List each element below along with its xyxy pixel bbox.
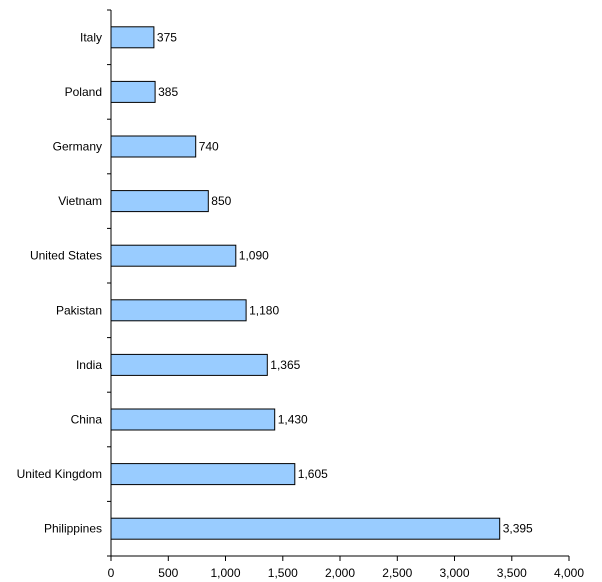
category-label: China xyxy=(71,413,103,427)
category-labels: Italy Poland Germany Vietnam United States Pa… xyxy=(17,30,103,535)
x-axis-ticks: 0 500 1,000 1,500 2,000 2,500 3,000 3,500 4,000 xyxy=(108,556,584,580)
x-tick-label: 2,500 xyxy=(382,566,412,580)
category-label: Italy xyxy=(80,30,102,44)
data-label: 1,605 xyxy=(298,467,328,481)
category-label: India xyxy=(76,358,102,372)
bar-italy xyxy=(110,26,155,49)
category-label: Vietnam xyxy=(58,194,102,208)
category-label: Poland xyxy=(65,85,102,99)
y-axis-ticks xyxy=(107,9,111,557)
data-label: 375 xyxy=(157,30,177,44)
data-label: 1,430 xyxy=(278,413,308,427)
bar-united-kingdom xyxy=(110,463,296,486)
bar-united-states xyxy=(110,244,237,267)
x-tick-label: 1,000 xyxy=(210,566,240,580)
bars xyxy=(110,26,501,540)
data-label: 1,180 xyxy=(249,303,279,317)
bar-germany xyxy=(110,135,197,158)
category-label: Pakistan xyxy=(56,303,102,317)
data-label: 1,090 xyxy=(239,249,269,263)
bar-pakistan xyxy=(110,299,247,322)
bar-poland xyxy=(110,80,156,103)
category-label: United States xyxy=(30,249,102,263)
bar-india xyxy=(110,353,268,376)
x-tick-label: 500 xyxy=(158,566,178,580)
category-label: Philippines xyxy=(44,522,102,536)
data-label: 3,395 xyxy=(503,522,533,536)
data-label: 850 xyxy=(211,194,231,208)
x-tick-label: 4,000 xyxy=(554,566,584,580)
bar-vietnam xyxy=(110,190,209,213)
x-tick-label: 3,000 xyxy=(439,566,469,580)
x-tick-label: 0 xyxy=(108,566,115,580)
category-label: United Kingdom xyxy=(17,467,102,481)
bar-china xyxy=(110,408,276,431)
x-tick-label: 3,500 xyxy=(497,566,527,580)
bar-philippines xyxy=(110,517,501,540)
category-label: Germany xyxy=(53,140,102,154)
data-label: 740 xyxy=(199,140,219,154)
x-tick-label: 1,500 xyxy=(268,566,298,580)
x-tick-label: 2,000 xyxy=(325,566,355,580)
data-labels: 375 385 740 850 1,090 1,180 1,365 1,430 1,605 3,3… xyxy=(157,30,533,535)
data-label: 1,365 xyxy=(270,358,300,372)
data-label: 385 xyxy=(158,85,178,99)
